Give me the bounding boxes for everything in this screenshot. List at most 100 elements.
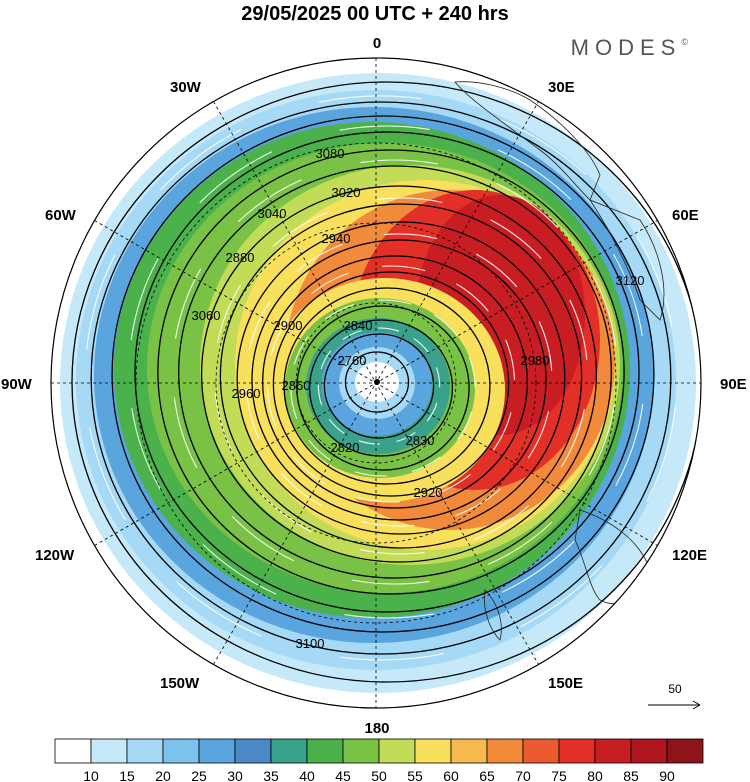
streamline (379, 299, 412, 305)
streamline (175, 580, 262, 637)
streamline (360, 520, 415, 527)
streamline (280, 472, 323, 507)
lon-label-150e: 150E (548, 675, 583, 692)
contour-3020 (178, 165, 612, 579)
streamline (474, 505, 530, 541)
streamline (382, 265, 426, 272)
streamline (260, 493, 312, 533)
contour-2980 (200, 185, 598, 563)
contour-3060 (134, 131, 640, 613)
streamline (130, 258, 159, 341)
streamline (173, 397, 198, 469)
streamline (131, 408, 161, 490)
colorbar-label: 20 (155, 768, 171, 782)
lon-label-90e: 90E (720, 376, 747, 393)
colorbar-swatch (558, 738, 596, 764)
colorbar-swatch (234, 738, 272, 764)
colorbar-swatch (54, 738, 92, 764)
colorbar-label: 80 (587, 768, 603, 782)
colorbar-label: 60 (443, 768, 459, 782)
streamline (293, 456, 326, 485)
streamline (495, 182, 559, 229)
colorbar-label: 55 (407, 768, 423, 782)
contour-label-2860: 2860 (282, 378, 311, 393)
lon-label-90w: 90W (1, 376, 33, 393)
lon-label-60w: 60W (45, 207, 77, 224)
contour-2840 (296, 305, 470, 471)
contour-label-3060: 3060 (192, 308, 221, 323)
colorbar-label: 40 (299, 768, 315, 782)
lon-label-30w: 30W (170, 79, 202, 96)
streamline (490, 219, 542, 259)
contour-2900 (262, 255, 528, 509)
streamline (455, 488, 502, 517)
streamline (245, 389, 260, 439)
lon-label-30e: 30E (548, 79, 575, 96)
parallel-circle (295, 302, 457, 464)
south-pole-marker (374, 379, 380, 385)
streamline (89, 427, 126, 520)
colorbar-label: 70 (515, 768, 531, 782)
streamline (270, 317, 289, 356)
streamline (475, 253, 518, 288)
wind-reference-label: 50 (668, 682, 682, 696)
streamline (354, 471, 387, 477)
streamline (636, 236, 673, 329)
contour-label-2830: 2830 (406, 433, 435, 448)
contour-label-2820: 2820 (331, 440, 360, 455)
coast-africa (588, 199, 665, 321)
streamline (237, 179, 302, 223)
streamline (317, 384, 323, 405)
lon-label-0: 0 (373, 35, 381, 52)
longitude-labels: 0 180 90E 90W 30E 60E 120E 150E 30W 60W … (1, 35, 747, 737)
streamline (202, 544, 277, 595)
colorbar-swatch (90, 738, 128, 764)
streamline (396, 431, 416, 443)
chart-title: 29/05/2025 00 UTC + 240 hrs (241, 3, 508, 25)
modes-logo: MODES© (571, 35, 689, 60)
streamline (359, 549, 425, 555)
streamline (527, 411, 550, 459)
colorbar: 10 15 20 25 30 35 40 45 50 55 60 65 70 75 80 85 90 (54, 738, 704, 782)
colorbar-label: 90 (659, 768, 675, 782)
lon-label-150w: 150W (160, 675, 200, 692)
colorbar-swatch (594, 738, 632, 764)
contour-3080 (111, 115, 655, 633)
contour-3040 (157, 149, 625, 595)
streamline (500, 119, 587, 176)
contour-2820 (323, 333, 435, 439)
streamline (457, 411, 473, 440)
colorbar-label: 50 (371, 768, 387, 782)
streamline (411, 456, 441, 473)
streamline (433, 473, 471, 496)
streamline (160, 128, 242, 191)
contour-label-2840: 2840 (344, 318, 373, 333)
streamline (378, 327, 400, 332)
streamline (520, 565, 602, 628)
lon-label-180: 180 (364, 720, 389, 737)
streamline (433, 314, 458, 337)
streamline (320, 350, 332, 370)
contour-labels: 2760 2820 2830 2840 2860 2880 2900 2920 2940 2960… (192, 146, 645, 651)
streamline (248, 301, 271, 349)
streamline (497, 149, 572, 200)
streamline (646, 406, 676, 502)
streamline (377, 197, 443, 203)
streamline (339, 125, 430, 131)
colorbar-swatch (306, 738, 344, 764)
streamline (174, 268, 202, 339)
streamline (272, 211, 328, 247)
colorbar-label: 85 (623, 768, 639, 782)
streamline (383, 233, 438, 240)
streamline (505, 339, 516, 380)
colorbar-swatch (630, 738, 668, 764)
streamline (538, 321, 553, 371)
colorbar-swatch (126, 738, 164, 764)
contour-label-3080: 3080 (316, 146, 345, 161)
contour-label-3020: 3020 (332, 185, 361, 200)
streamline (456, 283, 489, 312)
streamline (328, 418, 345, 434)
streamline (435, 367, 441, 388)
lon-label-120w: 120W (35, 547, 75, 564)
